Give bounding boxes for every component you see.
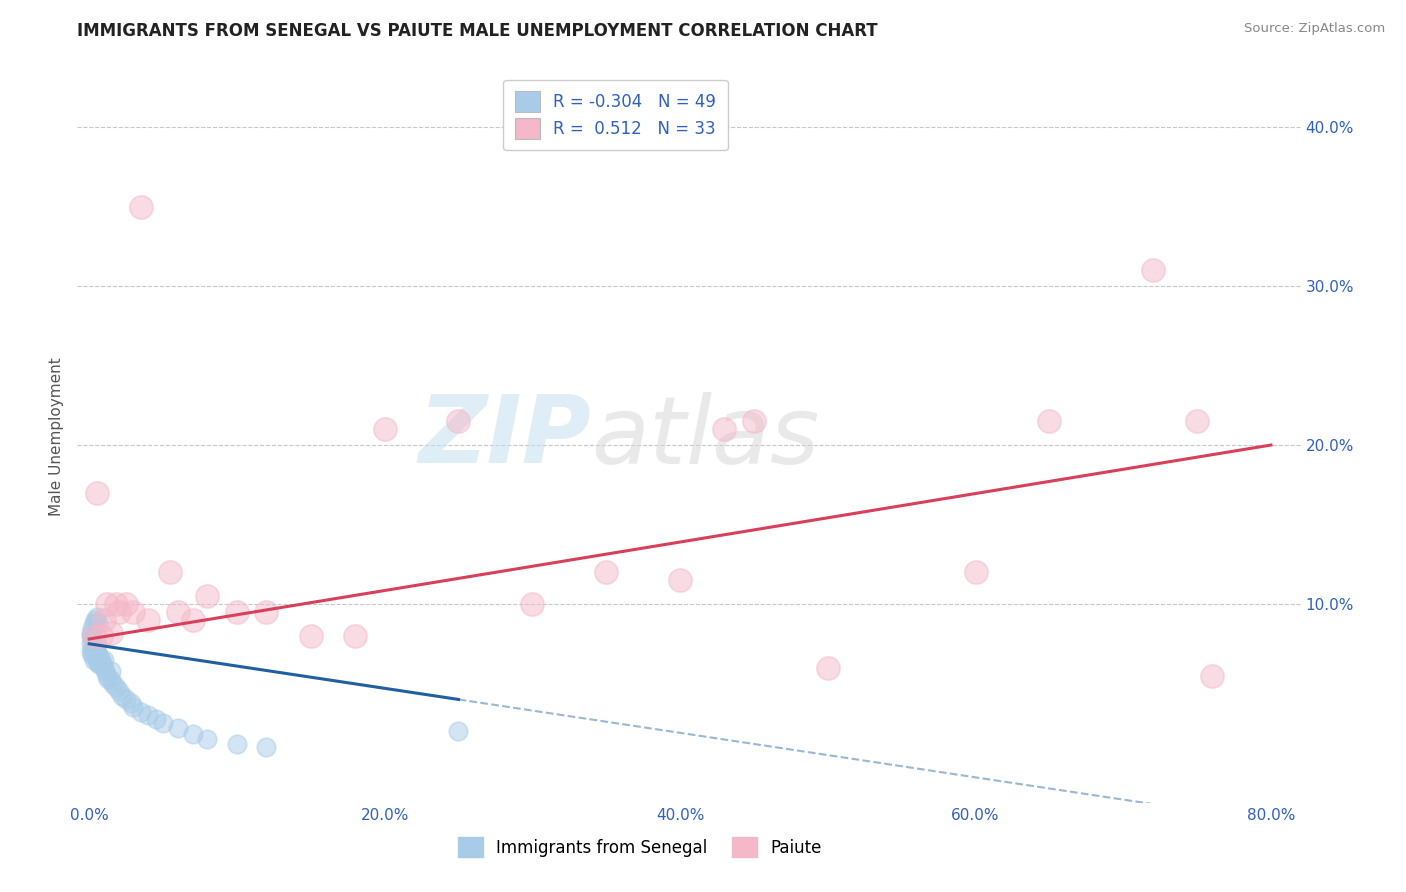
Point <box>344 629 367 643</box>
Text: ZIP: ZIP <box>418 391 591 483</box>
Point <box>87 648 110 662</box>
Point <box>93 613 115 627</box>
Point <box>115 597 138 611</box>
Point <box>89 649 111 664</box>
Point <box>91 656 114 670</box>
Point <box>97 672 120 686</box>
Point <box>96 597 118 611</box>
Legend: Immigrants from Senegal, Paiute: Immigrants from Senegal, Paiute <box>451 830 828 864</box>
Point <box>84 641 107 656</box>
Point <box>90 653 112 667</box>
Point <box>742 414 765 428</box>
Point <box>115 692 138 706</box>
Point <box>79 637 101 651</box>
Point <box>136 708 159 723</box>
Point <box>522 597 544 611</box>
Point <box>84 613 107 627</box>
Point <box>595 566 617 580</box>
Point <box>166 605 188 619</box>
Point <box>86 609 108 624</box>
Point <box>122 605 145 619</box>
Point <box>107 605 129 619</box>
Point <box>93 660 115 674</box>
Point <box>181 727 204 741</box>
Point <box>86 637 108 651</box>
Point <box>82 632 104 646</box>
Point <box>159 566 181 580</box>
Point <box>83 645 105 659</box>
Point <box>122 700 145 714</box>
Point <box>195 589 218 603</box>
Text: atlas: atlas <box>591 392 820 483</box>
Point <box>96 668 118 682</box>
Point <box>111 690 134 704</box>
Point <box>82 648 104 662</box>
Point <box>447 414 470 428</box>
Point <box>374 422 396 436</box>
Point <box>713 422 735 436</box>
Text: IMMIGRANTS FROM SENEGAL VS PAIUTE MALE UNEMPLOYMENT CORRELATION CHART: IMMIGRANTS FROM SENEGAL VS PAIUTE MALE U… <box>77 22 877 40</box>
Point <box>225 605 247 619</box>
Point <box>100 625 122 640</box>
Point <box>100 673 122 688</box>
Point <box>225 737 247 751</box>
Point <box>1142 263 1164 277</box>
Point <box>817 660 839 674</box>
Point <box>129 705 152 719</box>
Point <box>79 629 101 643</box>
Point <box>82 621 104 635</box>
Point <box>83 653 105 667</box>
Point <box>129 200 152 214</box>
Point <box>89 657 111 672</box>
Point <box>87 616 110 631</box>
Point <box>79 645 101 659</box>
Point <box>136 613 159 627</box>
Point <box>93 653 115 667</box>
Text: Source: ZipAtlas.com: Source: ZipAtlas.com <box>1244 22 1385 36</box>
Point <box>104 597 127 611</box>
Point <box>79 625 101 640</box>
Point <box>101 676 124 690</box>
Point <box>120 696 142 710</box>
Point <box>86 645 108 659</box>
Point <box>254 605 277 619</box>
Point <box>104 680 127 694</box>
Point <box>83 616 105 631</box>
Point <box>299 629 322 643</box>
Point <box>90 629 112 643</box>
Point <box>669 573 692 587</box>
Point <box>1038 414 1060 428</box>
Point <box>86 653 108 667</box>
Point <box>82 641 104 656</box>
Point <box>145 712 167 726</box>
Point <box>447 724 470 739</box>
Point <box>1185 414 1208 428</box>
Point <box>86 485 108 500</box>
Point <box>152 716 174 731</box>
Point <box>181 613 204 627</box>
Y-axis label: Male Unemployment: Male Unemployment <box>49 358 65 516</box>
Point <box>166 721 188 735</box>
Point <box>254 740 277 755</box>
Point <box>107 684 129 698</box>
Point <box>1201 668 1223 682</box>
Point <box>965 566 987 580</box>
Point <box>195 732 218 747</box>
Point <box>84 648 107 662</box>
Point <box>94 664 117 678</box>
Point <box>87 656 110 670</box>
Point <box>100 664 122 678</box>
Point <box>83 629 105 643</box>
